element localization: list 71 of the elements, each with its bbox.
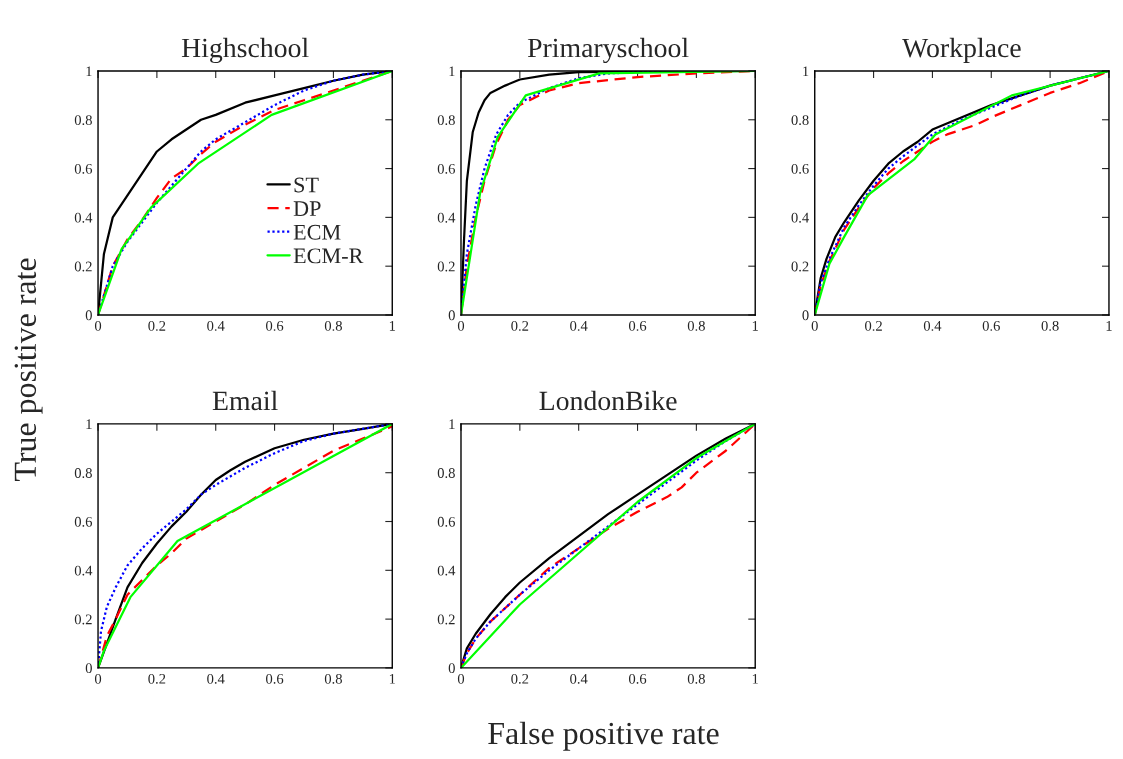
x-tick-label: 0.6 <box>982 320 1000 331</box>
y-tick-label: 0.8 <box>791 115 809 126</box>
y-tick-label: 1 <box>86 66 92 77</box>
x-tick-label: 1 <box>389 673 396 684</box>
x-tick-label: 0.4 <box>207 673 225 684</box>
x-tick-label: 0.8 <box>1041 320 1059 331</box>
chart-title: Email <box>212 390 278 411</box>
legend-label: ECM-R <box>293 248 364 264</box>
y-tick-label: 0.2 <box>437 261 455 272</box>
x-tick-label: 1 <box>389 321 396 331</box>
x-tick-label: 1 <box>752 321 758 331</box>
x-tick-label: 0.6 <box>266 673 284 684</box>
x-tick-label: 0.4 <box>570 320 588 331</box>
x-tick-label: 0.8 <box>687 320 705 331</box>
x-tick-label: 0.6 <box>628 673 647 684</box>
x-tick-label: 0.8 <box>324 673 342 684</box>
x-tick-label: 0.8 <box>324 320 342 331</box>
x-tick-label: 0.2 <box>511 320 529 331</box>
y-tick-label: 0.6 <box>791 163 809 174</box>
x-tick-label: 0 <box>457 320 465 331</box>
x-tick-label: 0.6 <box>266 320 284 331</box>
x-tick-label: 1 <box>752 673 758 684</box>
y-tick-label: 0.6 <box>74 163 93 174</box>
x-tick-label: 0.8 <box>687 673 705 684</box>
x-tick-label: 0.2 <box>511 673 529 684</box>
y-tick-label: 0.4 <box>437 565 456 576</box>
y-tick-label: 0.6 <box>74 516 93 527</box>
legend-label: ECM <box>293 224 341 240</box>
x-tick-label: 0 <box>811 320 818 331</box>
y-tick-label: 1 <box>449 419 455 429</box>
y-tick-label: 0.2 <box>74 261 92 272</box>
y-tick-label: 0.8 <box>74 468 92 478</box>
x-tick-label: 0 <box>457 673 465 684</box>
y-tick-label: 0.8 <box>437 115 455 126</box>
x-tick-label: 0.2 <box>148 320 166 331</box>
y-tick-label: 0.6 <box>437 163 455 174</box>
x-tick-label: 0 <box>94 320 102 331</box>
legend-label: DP <box>293 201 321 216</box>
y-tick-label: 0.6 <box>437 516 455 527</box>
y-tick-label: 0.4 <box>74 565 93 576</box>
chart-title: LondonBike <box>539 390 677 411</box>
x-tick-label: 0.4 <box>207 320 225 331</box>
y-tick-label: 0 <box>802 310 809 321</box>
x-tick-label: 0.2 <box>148 673 166 684</box>
chart-title: Workplace <box>902 37 1021 63</box>
y-tick-label: 0.8 <box>74 115 92 126</box>
x-tick-label: 0.2 <box>865 320 882 331</box>
y-tick-label: 0.2 <box>437 614 455 625</box>
y-tick-label: 0 <box>85 663 92 674</box>
y-tick-label: 0.4 <box>791 212 809 223</box>
y-tick-label: 1 <box>449 66 455 77</box>
y-tick-label: 0 <box>85 310 92 321</box>
x-tick-label: 0.4 <box>923 320 942 331</box>
y-axis-title: True positive rate <box>14 258 43 481</box>
y-tick-label: 0 <box>448 310 455 321</box>
y-tick-label: 0.4 <box>437 212 456 223</box>
y-tick-label: 1 <box>86 419 92 429</box>
y-tick-label: 0 <box>448 663 455 674</box>
y-tick-label: 0.2 <box>791 261 809 272</box>
y-tick-label: 0.4 <box>74 212 93 223</box>
x-tick-label: 0.4 <box>570 673 588 684</box>
y-tick-label: 0.8 <box>437 468 455 478</box>
y-tick-label: 1 <box>803 66 809 77</box>
x-tick-label: 0.6 <box>628 320 647 331</box>
x-tick-label: 0 <box>94 673 102 684</box>
x-axis-title: False positive rate <box>488 721 719 751</box>
chart-title: Primaryschool <box>527 37 689 64</box>
chart-title: Highschool <box>181 37 309 64</box>
x-tick-label: 1 <box>1106 321 1112 331</box>
legend-label: ST <box>294 177 319 193</box>
y-tick-label: 0.2 <box>74 614 92 625</box>
